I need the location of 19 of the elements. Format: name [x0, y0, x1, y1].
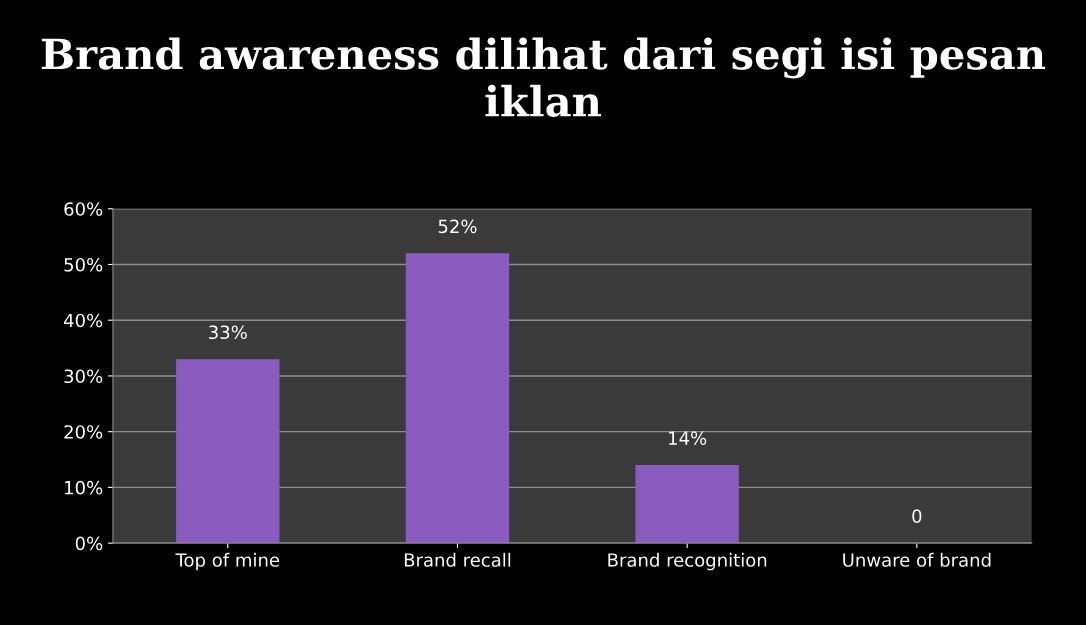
y-tick-label: 10% [65, 480, 103, 495]
x-tick-label: Unware of brand [843, 552, 991, 567]
y-tick-label: 40% [63, 313, 103, 328]
data-label: 33% [209, 325, 247, 340]
y-tick-label: 60% [64, 202, 103, 216]
data-label: 52% [438, 219, 477, 234]
y-tick-label: 50% [64, 257, 103, 272]
data-label: 0 [912, 509, 922, 523]
x-tick-label: Top of mine [175, 552, 280, 571]
y-tick-label: 0% [75, 536, 103, 551]
x-tick-label: Brand recall [404, 552, 511, 567]
y-tick-label: 20% [64, 425, 103, 439]
data-label: 14% [669, 431, 707, 445]
bar [635, 465, 739, 544]
chart-title: Brand awareness dilihat dari segi isi pesan iklan [41, 37, 1046, 117]
bar [176, 359, 280, 544]
bar [405, 253, 510, 544]
y-tick-label: 30% [64, 369, 103, 384]
x-tick-label: Brand recognition [608, 552, 767, 571]
